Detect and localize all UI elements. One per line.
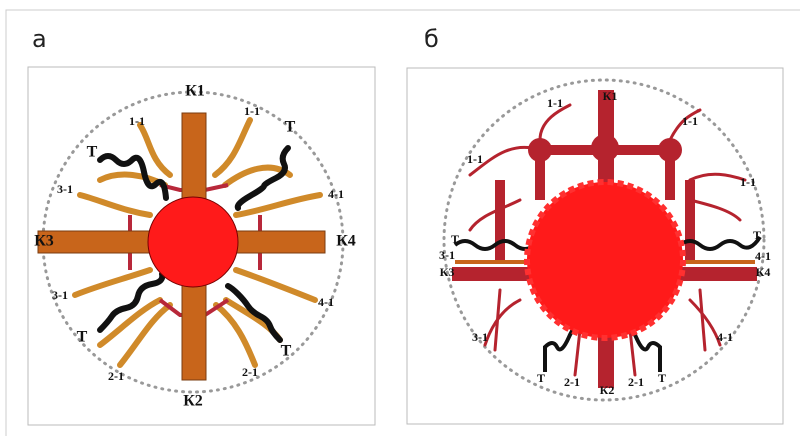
label: Т [658, 371, 666, 385]
label: 3-1 [57, 182, 73, 196]
panel-a: К1 1-1 1-1 Т Т 3-1 4-1 К3 К4 3-1 4-1 Т Т… [27, 66, 376, 426]
labels: 1-1 К1 1-1 1-1 1-1 Т Т 3-1 4-1 К3 К4 3-1… [439, 89, 771, 397]
label: 1-1 [129, 114, 145, 128]
label: Т [77, 329, 88, 346]
label: 3-1 [52, 288, 68, 302]
label: 1-1 [244, 104, 260, 118]
label: 4-1 [328, 187, 344, 201]
label: 2-1 [108, 369, 124, 383]
label: Т [537, 371, 545, 385]
central-circle [147, 196, 239, 288]
label: 4-1 [755, 249, 771, 263]
label: Т [753, 228, 761, 242]
wavy-lines [97, 145, 291, 343]
label: Т [87, 144, 98, 161]
label: 1-1 [740, 175, 756, 189]
label: 1-1 [682, 114, 698, 128]
label: 4-1 [318, 295, 334, 309]
label: 1-1 [467, 152, 483, 166]
label: 1-1 [547, 96, 563, 110]
labels: К1 1-1 1-1 Т Т 3-1 4-1 К3 К4 3-1 4-1 Т Т… [34, 83, 356, 410]
label: 3-1 [472, 330, 488, 344]
frame [5, 9, 800, 436]
panel-b: 1-1 К1 1-1 1-1 1-1 Т Т 3-1 4-1 К3 К4 3-1… [406, 67, 784, 425]
label: 2-1 [628, 375, 644, 389]
outer-ring [442, 78, 766, 402]
label: К2 [183, 393, 203, 410]
label: К1 [603, 89, 618, 103]
label: 3-1 [439, 248, 455, 262]
label: Т [281, 343, 292, 360]
label: К1 [185, 83, 205, 100]
label: К3 [34, 233, 54, 250]
panel-label: б [424, 25, 439, 53]
label: 2-1 [242, 365, 258, 379]
label: К3 [440, 265, 455, 279]
label: Т [285, 119, 296, 136]
branches [72, 117, 323, 368]
panel-label: а [32, 25, 47, 53]
label: К4 [756, 265, 771, 279]
central-circle [524, 179, 686, 341]
label: 2-1 [564, 375, 580, 389]
label: К2 [600, 383, 615, 397]
label: Т [451, 232, 459, 246]
label: 4-1 [717, 330, 733, 344]
label: К4 [336, 233, 356, 250]
